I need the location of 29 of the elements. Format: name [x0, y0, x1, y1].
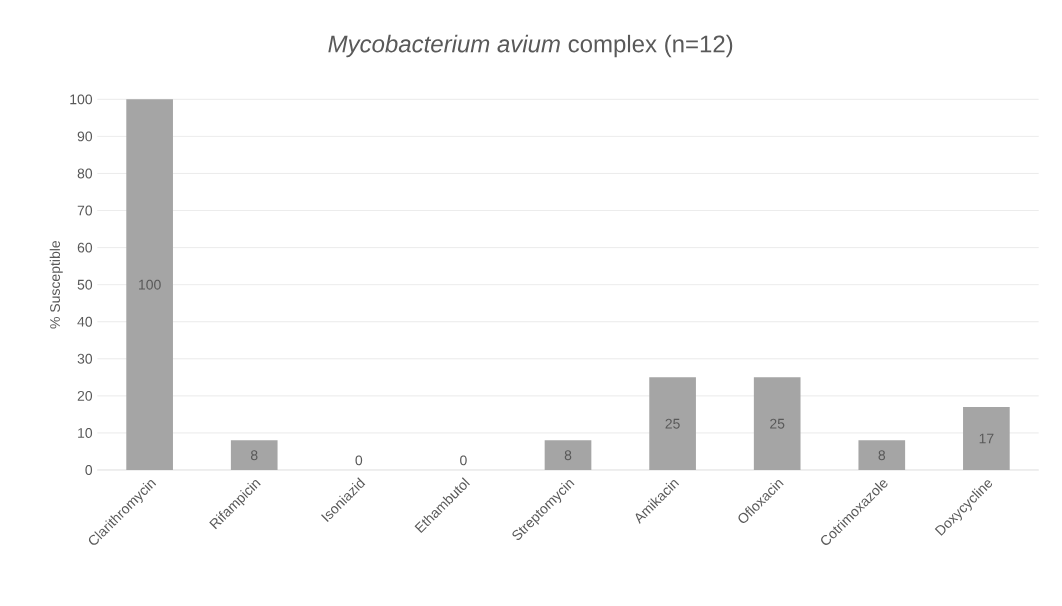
- data-label: 8: [564, 450, 572, 461]
- y-tick-label: 40: [77, 316, 93, 327]
- bar: [753, 377, 801, 470]
- chart-title: Mycobacterium avium complex (n=12): [328, 34, 733, 58]
- data-label: 100: [139, 279, 161, 290]
- y-tick-label: 30: [77, 353, 93, 364]
- data-label: 17: [979, 433, 994, 444]
- y-tick-label: 50: [77, 279, 93, 290]
- y-tick-label: 90: [77, 131, 93, 142]
- y-tick-label: 100: [70, 94, 93, 105]
- bar: [858, 440, 906, 470]
- data-label: 25: [665, 418, 680, 429]
- y-tick-label: 0: [85, 465, 93, 475]
- y-tick-label: 10: [78, 427, 93, 438]
- data-label: 0: [355, 455, 363, 466]
- bar: [126, 99, 173, 470]
- y-axis-title: % Susceptible: [49, 240, 63, 329]
- data-label: 8: [878, 450, 886, 461]
- y-tick-label: 60: [77, 242, 93, 253]
- bar: [544, 440, 592, 470]
- y-tick-label: 70: [77, 205, 93, 216]
- y-tick-label: 20: [77, 390, 93, 401]
- bar: [963, 406, 1010, 470]
- bar: [230, 440, 278, 470]
- y-tick-label: 80: [77, 168, 93, 179]
- bar: [649, 377, 696, 470]
- data-label: 25: [770, 418, 785, 429]
- data-label: 0: [460, 455, 467, 466]
- data-label: 8: [250, 450, 258, 461]
